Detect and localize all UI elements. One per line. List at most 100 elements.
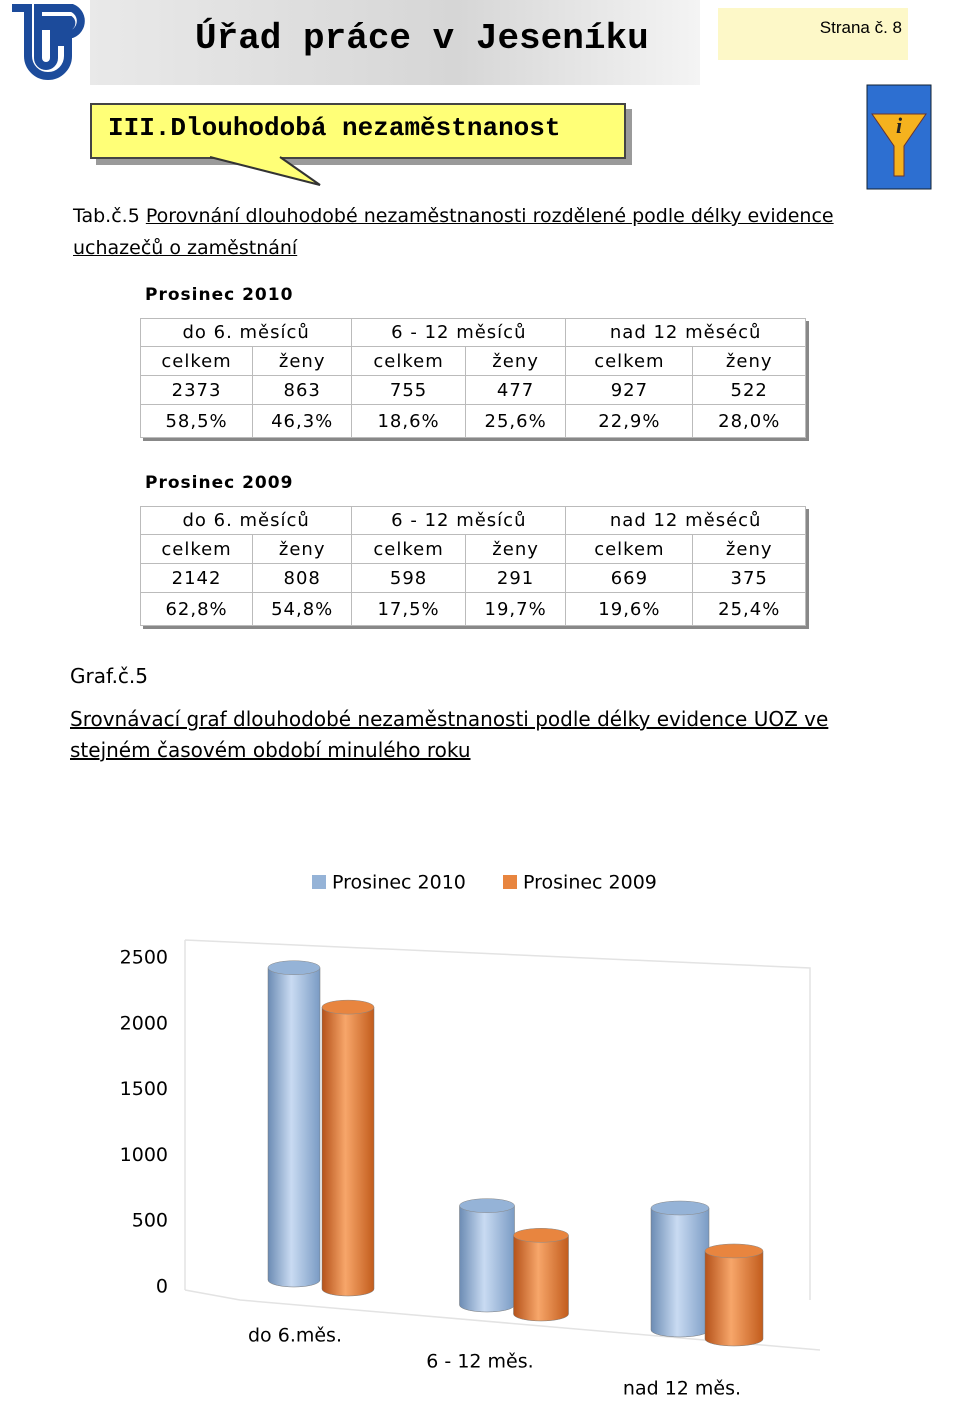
chart-caption: Srovnávací graf dlouhodobé nezaměstnanos… — [70, 707, 829, 762]
cell: 291 — [464, 563, 567, 593]
cell: 808 — [252, 563, 353, 593]
cell: 598 — [351, 563, 466, 593]
chart-label: Graf.č.5 — [70, 664, 148, 688]
bar-top — [513, 1228, 569, 1243]
y-tick-label: 1000 — [120, 1144, 168, 1166]
column-header: celkem — [139, 534, 254, 564]
column-header: ženy — [464, 534, 567, 564]
group-header: nad 12 měséců — [565, 506, 806, 535]
page-number: Strana č. 8 — [819, 18, 902, 37]
icon-letter: i — [896, 113, 903, 138]
data-table: do 6. měsíců 6 - 12 měsíců nad 12 měséců ce… — [139, 318, 806, 438]
cell: 25,4% — [692, 592, 806, 626]
cell: 54,8% — [252, 592, 353, 626]
cell: 2373 — [139, 375, 254, 405]
cell: 669 — [565, 563, 694, 593]
bar-top — [459, 1198, 515, 1213]
logo — [12, 4, 85, 80]
header-title: Úřad práce v Jeseníku — [195, 18, 649, 59]
section-box — [90, 103, 626, 159]
column-header: ženy — [692, 346, 806, 376]
bar — [459, 1205, 515, 1313]
bar-top — [267, 960, 321, 975]
group-header: 6 - 12 měsíců — [351, 318, 567, 347]
legend-label: Prosinec 2009 — [523, 872, 657, 894]
cell: 28,0% — [692, 404, 806, 438]
data-row: 2142 808 598 291 669 375 — [139, 563, 806, 593]
bar-top — [321, 999, 375, 1015]
cell: 58,5% — [139, 404, 254, 438]
x-tick-label: nad 12 měs. — [623, 1378, 741, 1400]
bar-top — [704, 1243, 764, 1259]
cell: 522 — [692, 375, 806, 405]
group-header: do 6. měsíců — [139, 506, 353, 535]
group-row: do 6. měsíců 6 - 12 měsíců nad 12 měséců — [139, 318, 806, 347]
info-icon: i — [866, 84, 932, 190]
header-banner — [90, 0, 700, 85]
column-header: celkem — [139, 346, 254, 376]
data-row: 2373 863 755 477 927 522 — [139, 375, 806, 405]
funnel — [871, 113, 927, 177]
y-tick-label: 2500 — [120, 947, 168, 969]
cell: 755 — [351, 375, 466, 405]
table-title: Prosinec 2009 — [145, 473, 294, 493]
column-header: ženy — [252, 534, 353, 564]
cell: 62,8% — [139, 592, 254, 626]
chart: 0 500 1000 1500 2000 2500 Prosinec 2010 Prosine… — [120, 872, 821, 1400]
bar — [267, 967, 321, 1288]
x-tick-label: do 6.měs. — [248, 1325, 342, 1347]
column-header: ženy — [252, 346, 353, 376]
cell: 19,7% — [464, 592, 567, 626]
caption-label: Tab.č.5 — [73, 205, 140, 227]
table-caption: Tab.č.5 Porovnání dlouhodobé nezaměstnan… — [73, 200, 863, 264]
page-box — [718, 8, 908, 60]
cell: 22,9% — [565, 404, 694, 438]
x-tick-label: 6 - 12 měs. — [426, 1351, 533, 1373]
cell: 375 — [692, 563, 806, 593]
cell: 17,5% — [351, 592, 466, 626]
legend-label: Prosinec 2010 — [332, 872, 466, 894]
data-row: 62,8% 54,8% 17,5% 19,7% 19,6% 25,4% — [139, 592, 806, 626]
table-title: Prosinec 2010 — [145, 285, 294, 305]
cell: 477 — [464, 375, 567, 405]
bar — [650, 1207, 710, 1338]
cell: 927 — [565, 375, 694, 405]
y-tick-label: 1500 — [120, 1078, 168, 1100]
data-row: 58,5% 46,3% 18,6% 25,6% 22,9% 28,0% — [139, 404, 806, 438]
cell: 863 — [252, 375, 353, 405]
column-header: ženy — [692, 534, 806, 564]
cell: 46,3% — [252, 404, 353, 438]
group-header: do 6. měsíců — [139, 318, 353, 347]
cell: 19,6% — [565, 592, 694, 626]
data-table: do 6. měsíců 6 - 12 měsíců nad 12 měséců ce… — [139, 506, 806, 626]
section-title: III.Dlouhodobá nezaměstnanost — [108, 113, 561, 143]
y-tick-label: 2000 — [120, 1012, 168, 1034]
column-row: celkem ženy celkem ženy celkem ženy — [139, 346, 806, 376]
y-tick-label: 0 — [156, 1276, 168, 1298]
bar — [321, 1006, 375, 1297]
caption-text: Porovnání dlouhodobé nezaměstnanosti roz… — [73, 205, 834, 259]
y-tick-label: 500 — [132, 1210, 168, 1232]
floor-edge — [184, 1289, 821, 1351]
legend-swatch — [503, 875, 517, 889]
group-header: 6 - 12 měsíců — [351, 506, 567, 535]
bar — [513, 1235, 569, 1322]
column-header: celkem — [351, 346, 466, 376]
column-header: celkem — [565, 534, 694, 564]
back-wall — [184, 939, 811, 1300]
group-header: nad 12 měséců — [565, 318, 806, 347]
column-row: celkem ženy celkem ženy celkem ženy — [139, 534, 806, 564]
column-header: ženy — [464, 346, 567, 376]
column-header: celkem — [351, 534, 466, 564]
group-row: do 6. měsíců 6 - 12 měsíců nad 12 měséců — [139, 506, 806, 535]
logo-shape — [12, 4, 85, 80]
column-header: celkem — [565, 346, 694, 376]
cell: 2142 — [139, 563, 254, 593]
bar — [704, 1250, 764, 1347]
bar-top — [650, 1200, 710, 1216]
section-pointer — [209, 156, 321, 186]
cell: 18,6% — [351, 404, 466, 438]
legend-swatch — [312, 875, 326, 889]
